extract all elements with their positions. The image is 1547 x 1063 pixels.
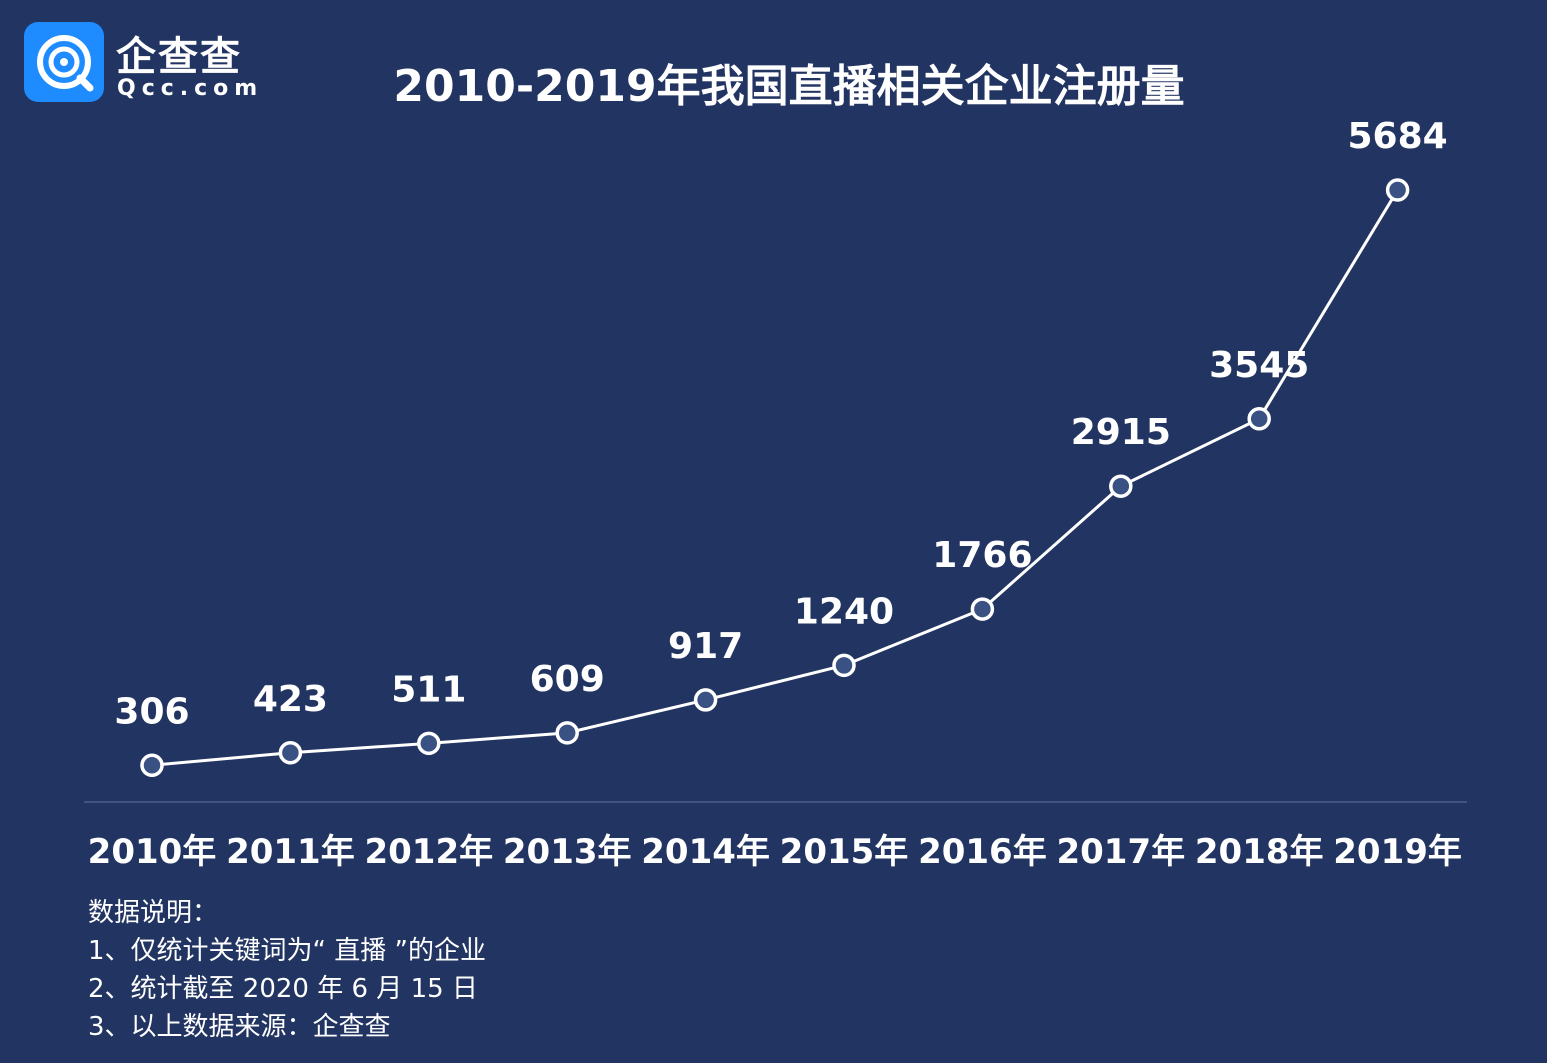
notes-heading: 数据说明： — [88, 898, 219, 928]
data-point — [278, 741, 303, 765]
data-point — [832, 653, 856, 678]
data-notes: 数据说明： 1、仅统计关键词为“ 直播 ”的企业 2、统计截至 2020 年 6… — [88, 894, 486, 1046]
data-label: 423 — [253, 679, 328, 720]
data-label: 609 — [530, 659, 605, 700]
series-line — [151, 189, 1399, 767]
chart-title: 2010-2019年我国直播相关企业注册量 — [393, 61, 1185, 112]
note-item-3: 3、以上数据来源：企查查 — [88, 1012, 391, 1042]
data-point — [1109, 474, 1133, 498]
brand-domain: Qcc.com — [117, 76, 264, 101]
x-tick-label: 2014年 — [641, 832, 770, 872]
note-item-1: 1、仅统计关键词为“ 直播 ”的企业 — [88, 936, 487, 966]
note-item-2: 2、统计截至 2020 年 6 月 15 日 — [88, 974, 478, 1004]
x-tick-label: 2013年 — [503, 832, 632, 872]
data-label: 511 — [391, 669, 466, 710]
data-point — [970, 597, 995, 621]
x-tick-label: 2018年 — [1195, 832, 1324, 872]
data-label: 1240 — [794, 591, 894, 632]
data-point — [555, 721, 579, 745]
qcc-logo: 企查查 Qcc.com — [24, 22, 269, 104]
qcc-logo-icon — [24, 22, 104, 102]
data-label: 3545 — [1209, 345, 1309, 386]
x-tick-label: 2011年 — [226, 832, 355, 872]
x-tick-label: 2010年 — [88, 832, 217, 872]
x-tick-label: 2015年 — [780, 832, 909, 872]
data-label: 306 — [114, 691, 189, 732]
x-tick-label: 2012年 — [364, 832, 493, 872]
data-point — [1385, 178, 1410, 202]
data-point — [417, 731, 441, 756]
data-point — [140, 753, 164, 778]
data-label: 1766 — [932, 535, 1032, 576]
data-label: 917 — [668, 626, 743, 667]
x-tick-label: 2016年 — [918, 832, 1047, 872]
x-tick-label: 2019年 — [1333, 832, 1462, 872]
x-tick-label: 2017年 — [1056, 832, 1185, 872]
data-point — [693, 688, 718, 712]
brand-name: 企查查 — [116, 34, 242, 80]
data-label: 2915 — [1071, 412, 1171, 453]
data-label: 5684 — [1347, 116, 1447, 157]
data-point — [1247, 407, 1271, 431]
